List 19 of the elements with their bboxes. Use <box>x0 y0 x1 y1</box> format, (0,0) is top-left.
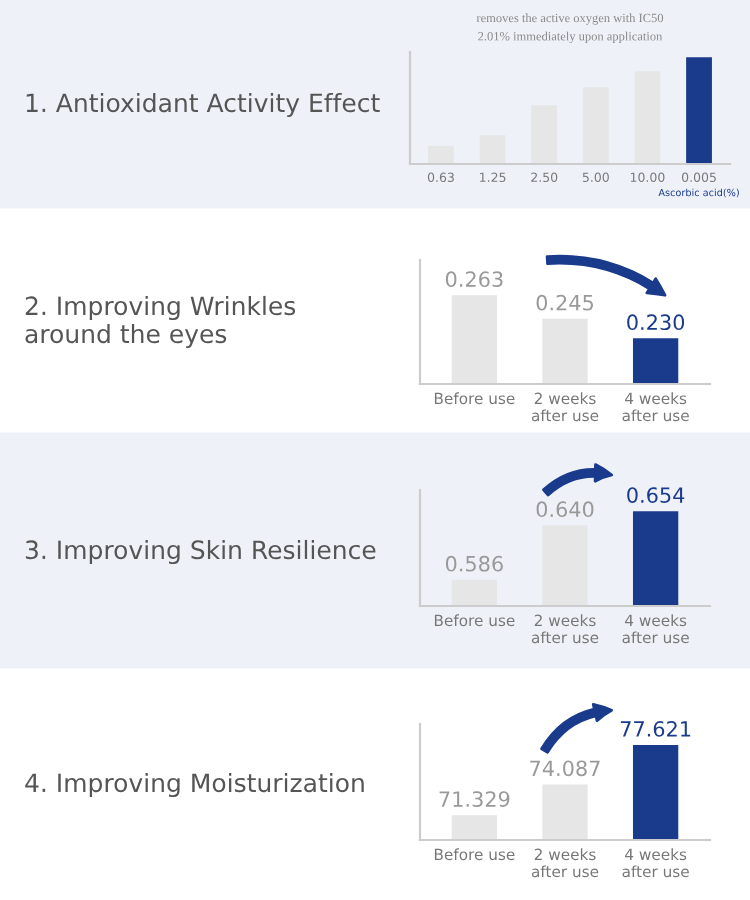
data-label: 0.230 <box>627 314 685 331</box>
text: 4. Improving Moisturization <box>25 772 364 798</box>
data-label: 0.654 <box>627 487 685 503</box>
text: 2. Improving Wrinkles around the eyes <box>25 295 296 349</box>
bar <box>582 87 609 164</box>
bar <box>428 145 454 164</box>
text: 1. Antioxidant Activity Effect <box>26 92 380 118</box>
data-label: 0.245 <box>536 294 593 311</box>
data-label: 0.586 <box>445 555 503 572</box>
data-label: 0.263 <box>445 271 503 288</box>
data-label: 0.640 <box>536 501 594 518</box>
text: 3. Improving Skin Resilience <box>25 539 376 565</box>
bar <box>479 135 506 164</box>
data-label: 71.329 <box>439 791 510 807</box>
bar <box>634 71 661 164</box>
data-label: 77.621 <box>620 721 691 737</box>
bar <box>686 57 712 164</box>
bar <box>531 105 558 164</box>
data-label: 74.087 <box>530 760 600 777</box>
